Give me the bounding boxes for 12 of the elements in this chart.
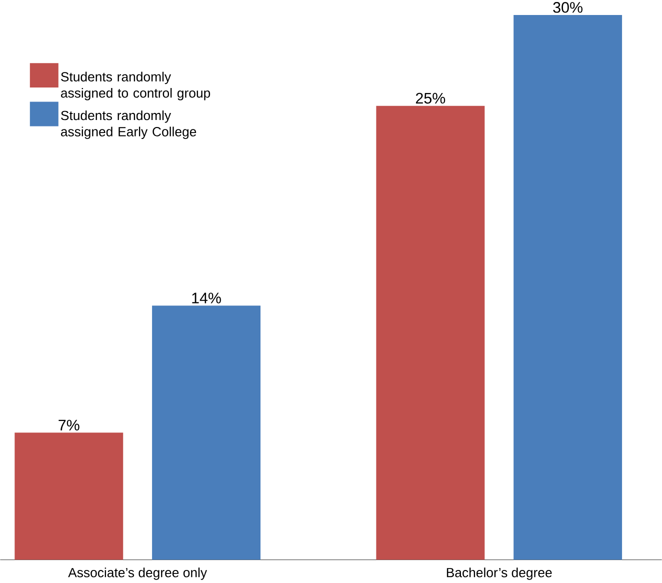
- bar: [152, 305, 261, 560]
- data-label: 7%: [58, 420, 80, 430]
- legend-label: Students randomly assigned to control group: [60, 72, 210, 100]
- data-label: 14%: [192, 292, 221, 304]
- bar: [514, 14, 622, 560]
- data-label: 25%: [416, 92, 446, 104]
- bar: [14, 432, 124, 560]
- x-tick-label: Associate’s degree only: [68, 567, 208, 580]
- data-label: 30%: [553, 2, 582, 13]
- legend-label: Students randomly assigned Early College: [60, 110, 196, 139]
- x-tick-label: Bachelor’s degree: [446, 567, 552, 580]
- bar: [376, 106, 485, 560]
